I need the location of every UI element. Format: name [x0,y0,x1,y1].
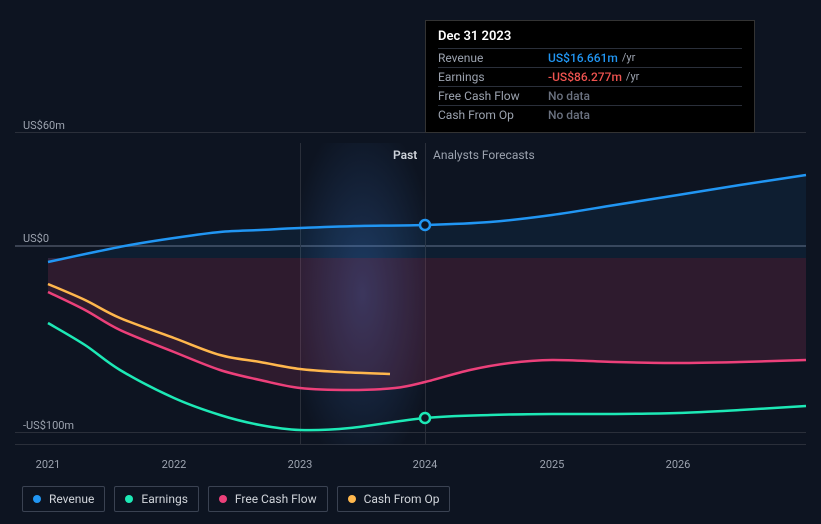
tooltip-row-label: Revenue [438,51,548,65]
legend-item-cashop[interactable]: Cash From Op [337,486,451,512]
tooltip-row: Earnings-US$86.277m/yr [438,67,742,86]
legend-dot-icon [33,495,41,503]
legend-item-earnings[interactable]: Earnings [114,486,199,512]
tooltip-row-label: Free Cash Flow [438,89,548,103]
tooltip-row-label: Earnings [438,70,548,84]
legend: Revenue Earnings Free Cash Flow Cash From O… [22,486,450,512]
chart-container: US$60mUS$0-US$100m2021202220232024202520… [0,0,821,524]
legend-dot-icon [348,495,356,503]
legend-dot-icon [219,495,227,503]
legend-label: Revenue [49,492,94,506]
marker-revenue [420,220,430,230]
legend-item-revenue[interactable]: Revenue [22,486,105,512]
tooltip-date: Dec 31 2023 [438,29,742,44]
tooltip-row-value: No data [548,108,590,122]
tooltip-row: Cash From OpNo data [438,105,742,124]
tooltip-row-value: -US$86.277m [548,70,622,84]
marker-earnings [420,413,430,423]
tooltip-row-unit: /yr [626,70,639,84]
tooltip-row-label: Cash From Op [438,108,548,122]
tooltip-row: RevenueUS$16.661m/yr [438,48,742,67]
legend-label: Earnings [141,492,188,506]
legend-label: Free Cash Flow [235,492,317,506]
legend-item-fcf[interactable]: Free Cash Flow [208,486,328,512]
legend-label: Cash From Op [364,492,440,506]
tooltip: Dec 31 2023 RevenueUS$16.661m/yrEarnings… [425,20,755,133]
tooltip-row: Free Cash FlowNo data [438,86,742,105]
tooltip-row-value: US$16.661m [548,51,618,65]
legend-dot-icon [125,495,133,503]
tooltip-row-unit: /yr [622,51,635,65]
tooltip-row-value: No data [548,89,590,103]
